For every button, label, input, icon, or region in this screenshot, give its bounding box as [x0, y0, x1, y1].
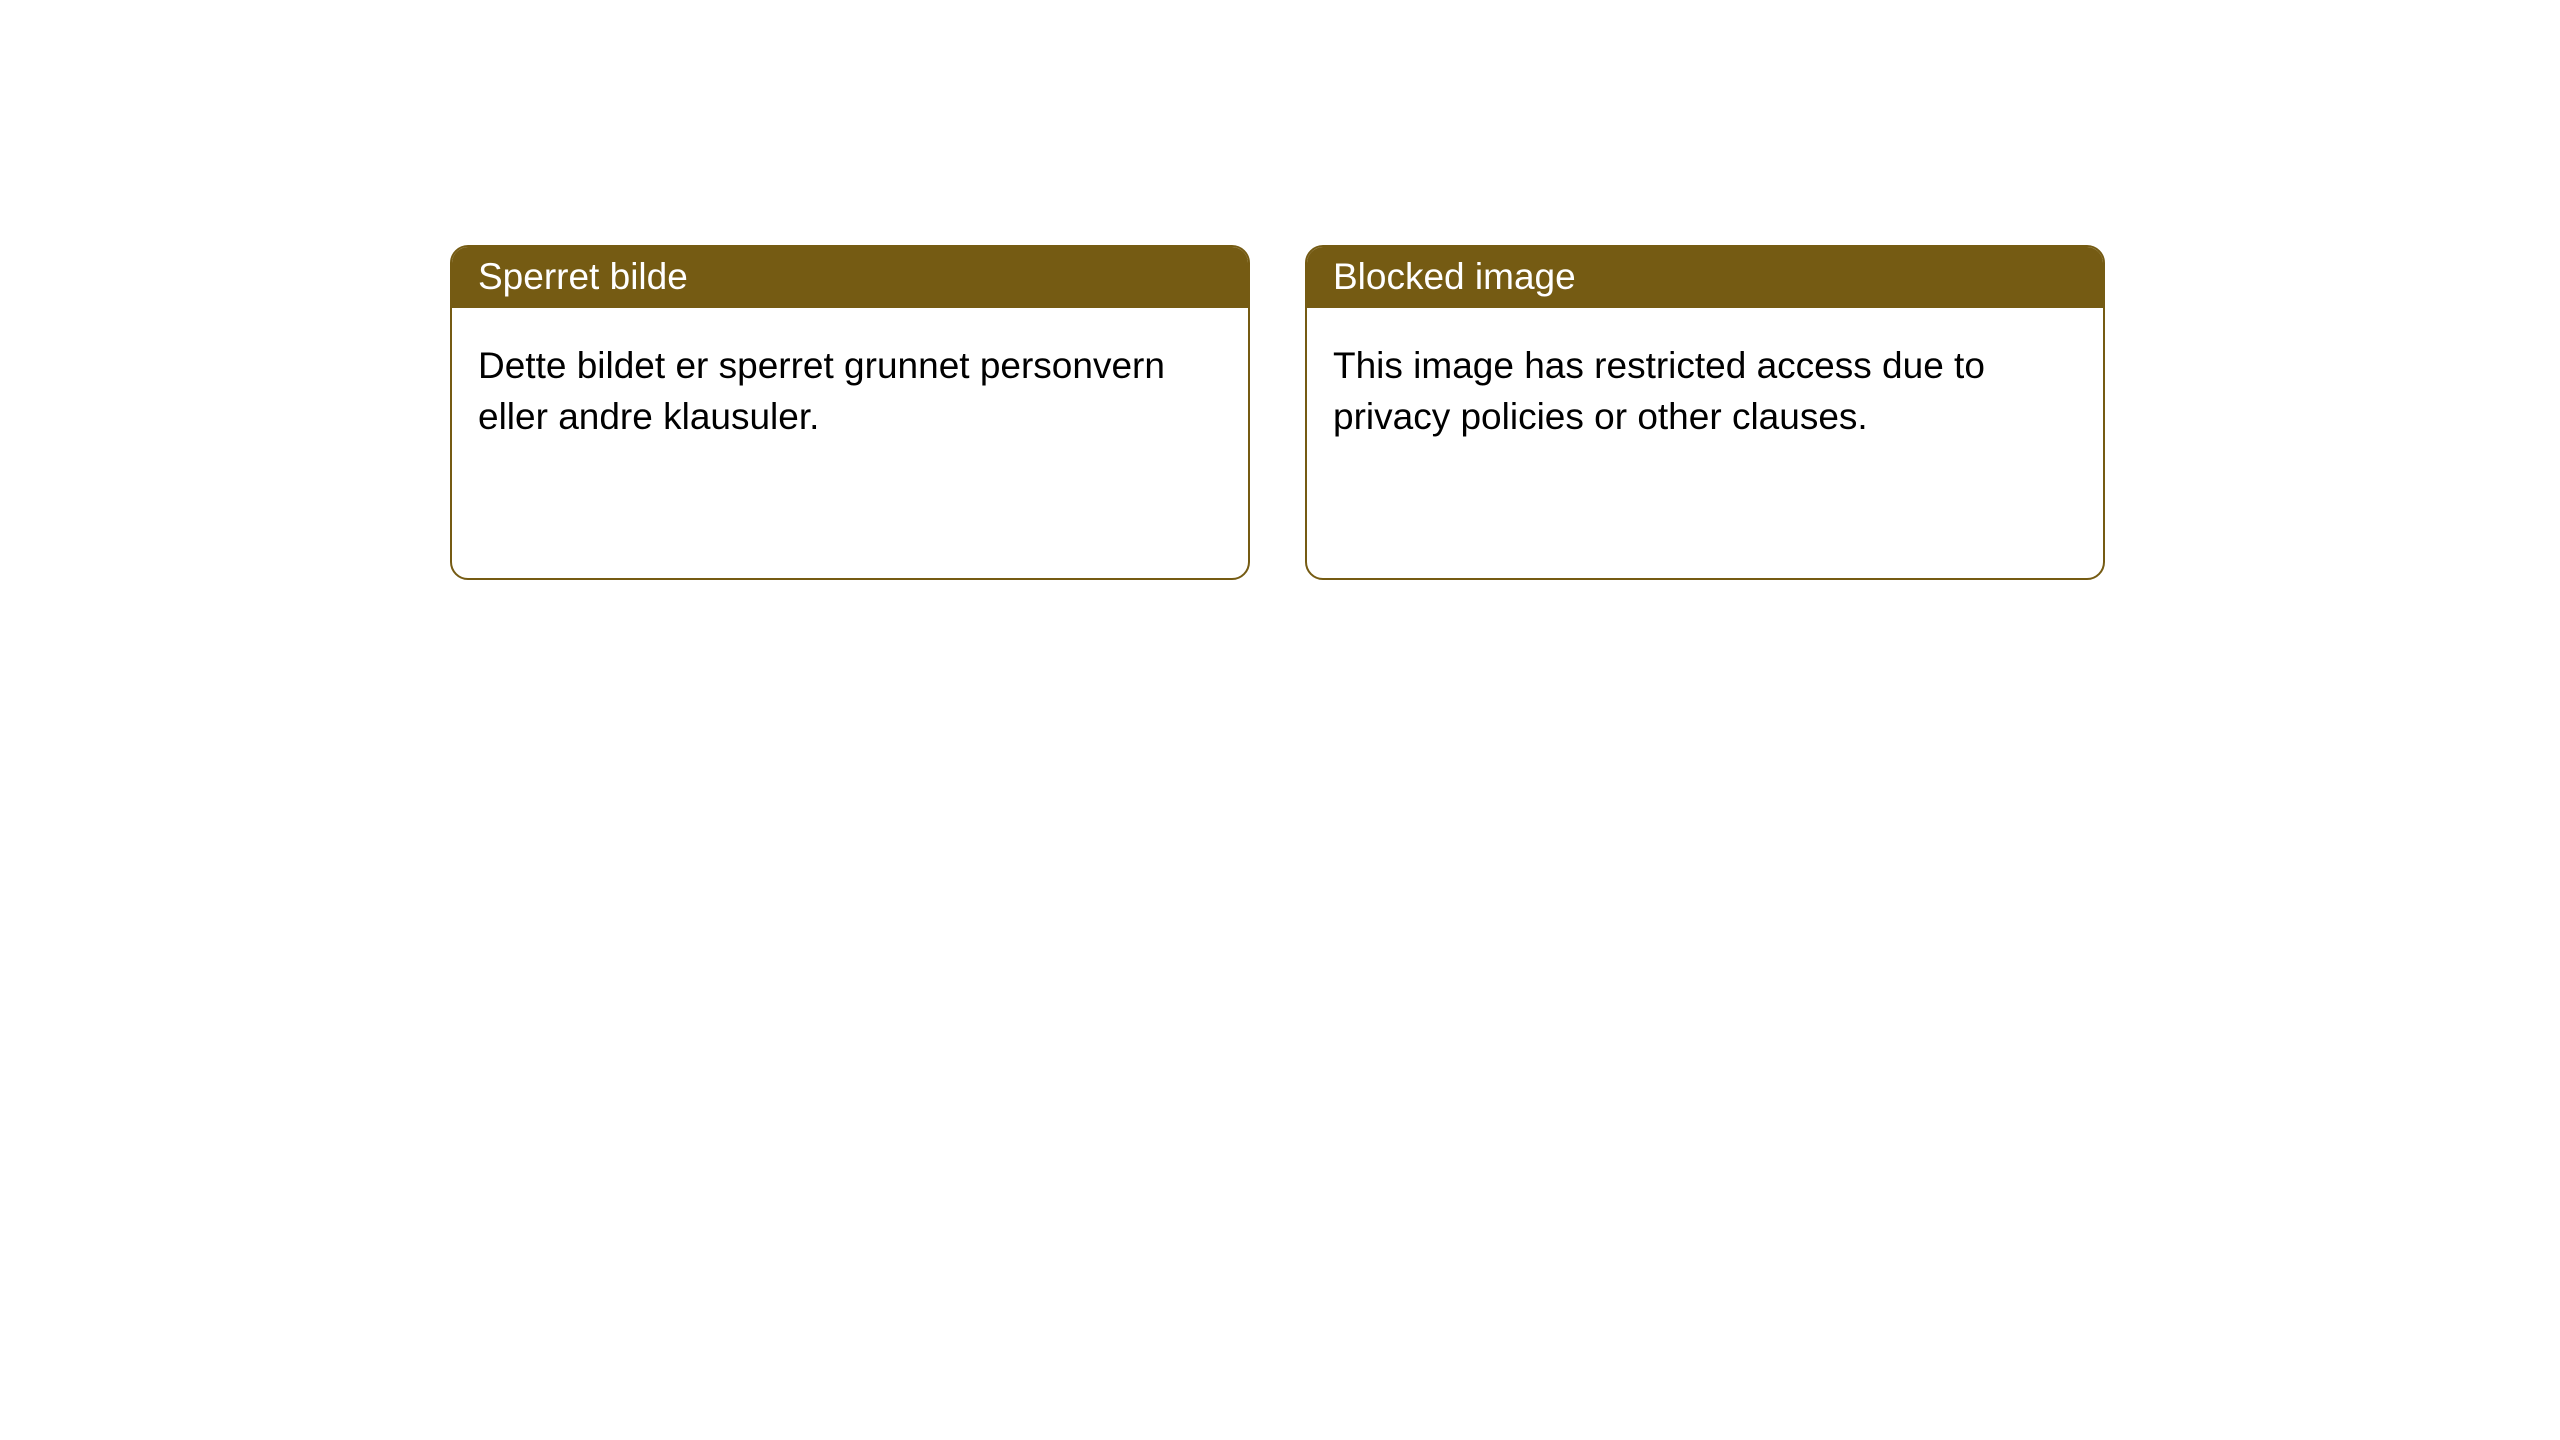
card-title-no: Sperret bilde — [478, 256, 688, 297]
card-title-en: Blocked image — [1333, 256, 1576, 297]
card-header-no: Sperret bilde — [452, 247, 1248, 308]
card-body-text-en: This image has restricted access due to … — [1333, 345, 1985, 437]
card-body-no: Dette bildet er sperret grunnet personve… — [452, 308, 1248, 474]
cards-container: Sperret bilde Dette bildet er sperret gr… — [450, 245, 2105, 580]
blocked-image-card-en: Blocked image This image has restricted … — [1305, 245, 2105, 580]
blocked-image-card-no: Sperret bilde Dette bildet er sperret gr… — [450, 245, 1250, 580]
card-body-text-no: Dette bildet er sperret grunnet personve… — [478, 345, 1165, 437]
card-header-en: Blocked image — [1307, 247, 2103, 308]
card-body-en: This image has restricted access due to … — [1307, 308, 2103, 474]
